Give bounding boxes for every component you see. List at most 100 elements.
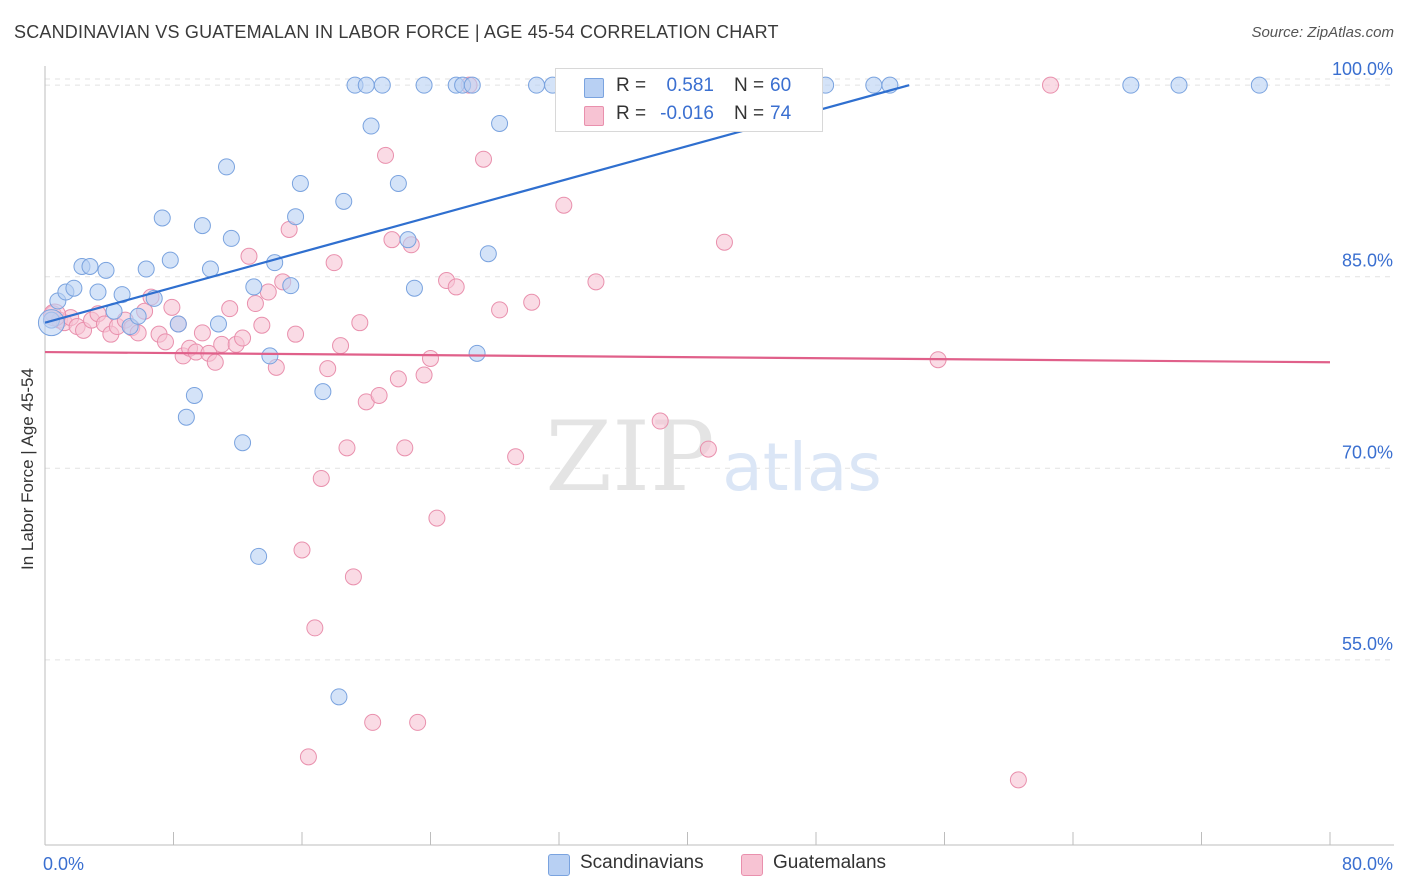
guatemalans-point <box>377 146 395 164</box>
scandinavians-point <box>405 279 423 297</box>
guatemalans-point <box>1042 76 1060 94</box>
scandinavians-point <box>1122 76 1140 94</box>
scandinavians-legend-label: Scandinavians <box>580 852 704 873</box>
scandinavians-point <box>177 408 195 426</box>
source-credit: Source: ZipAtlas.com <box>1251 24 1394 41</box>
scandinavians-swatch <box>584 78 604 98</box>
guatemalans-point <box>319 360 337 378</box>
guatemalans-point <box>415 366 433 384</box>
scandinavians-n-value: 60 <box>770 75 792 96</box>
y-tick-label: 85.0% <box>1342 251 1393 271</box>
guatemalans-point <box>428 509 446 527</box>
guatemalans-point <box>287 325 305 343</box>
y-tick-label: 100.0% <box>1332 59 1393 79</box>
guatemalans-point <box>338 439 356 457</box>
guatemalans-point <box>389 370 407 388</box>
scandinavians-point <box>335 192 353 210</box>
scandinavians-point <box>389 174 407 192</box>
r-label: R = <box>616 75 647 96</box>
guatemalans-point <box>555 196 573 214</box>
scandinavians-point <box>330 688 348 706</box>
guatemalans-point <box>447 278 465 296</box>
scandinavians-point <box>169 315 187 333</box>
n-label: N = <box>734 103 765 124</box>
scandinavians-point <box>528 76 546 94</box>
guatemalans-point <box>523 293 541 311</box>
guatemalans-point <box>299 748 317 766</box>
guatemalans-point <box>156 333 174 351</box>
guatemalans-point <box>325 254 343 272</box>
scandinavians-point <box>218 158 236 176</box>
chart-title: SCANDINAVIAN VS GUATEMALAN IN LABOR FORC… <box>14 22 779 42</box>
scandinavians-point <box>261 347 279 365</box>
scandinavians-point <box>415 76 433 94</box>
scandinavians-point <box>250 547 268 565</box>
guatemalans-r-value: -0.016 <box>660 103 714 124</box>
scandinavians-point <box>222 229 240 247</box>
guatemalans-point <box>246 295 264 313</box>
guatemalans-trend-line <box>44 350 1331 364</box>
guatemalans-point <box>206 353 224 371</box>
guatemalans-point <box>507 448 525 466</box>
scandinavians-point <box>37 309 65 337</box>
scandinavians-point <box>81 257 99 275</box>
guatemalans-point <box>699 440 717 458</box>
guatemalans-point <box>364 713 382 731</box>
guatemalans-point <box>396 439 414 457</box>
stats-row-scandinavians: R = 0.581 N = 60 <box>556 73 822 101</box>
guatemalans-point <box>587 273 605 291</box>
n-label: N = <box>734 75 765 96</box>
y-tick-labels: 55.0% 70.0% 85.0% 100.0% <box>1332 59 1393 654</box>
scandinavians-point <box>287 208 305 226</box>
guatemalans-point <box>240 247 258 265</box>
scandinavians-point <box>234 434 252 452</box>
guatemalans-point <box>651 412 669 430</box>
watermark-atlas: atlas <box>722 429 882 506</box>
y-axis-label: In Labor Force | Age 45-54 <box>18 368 37 570</box>
stats-row-guatemalans: R = -0.016 N = 74 <box>556 101 822 129</box>
scandinavians-point <box>245 278 263 296</box>
scandinavians-r-value: 0.581 <box>666 75 714 96</box>
guatemalans-point <box>409 713 427 731</box>
scandinavians-point <box>373 76 391 94</box>
guatemalans-point <box>312 469 330 487</box>
guatemalans-point <box>715 233 733 251</box>
scandinavians-legend-swatch <box>548 854 570 876</box>
scandinavians-point <box>491 114 509 132</box>
scandinavians-point <box>865 76 883 94</box>
guatemalans-point <box>234 329 252 347</box>
guatemalans-point <box>475 150 493 168</box>
scandinavians-point <box>137 260 155 278</box>
guatemalans-point <box>193 324 211 342</box>
watermark-zip: ZIP <box>545 401 714 513</box>
y-tick-label: 70.0% <box>1342 442 1393 462</box>
guatemalans-point <box>1009 771 1027 789</box>
guatemalans-n-value: 74 <box>770 103 792 124</box>
scandinavians-point <box>463 76 481 94</box>
guatemalans-point <box>259 283 277 301</box>
guatemalans-point <box>332 337 350 355</box>
scandinavians-point <box>193 217 211 235</box>
scandinavians-point <box>89 283 107 301</box>
guatemalans-point <box>344 568 362 586</box>
scandinavians-point <box>65 279 83 297</box>
x-tick-label-max: 80.0% <box>1342 854 1393 874</box>
guatemalans-point <box>221 300 239 318</box>
guatemalans-point <box>253 316 271 334</box>
scandinavians-point <box>129 307 147 325</box>
guatemalans-point <box>383 231 401 249</box>
guatemalans-point <box>306 619 324 637</box>
guatemalans-point <box>370 386 388 404</box>
guatemalans-swatch <box>584 106 604 126</box>
scandinavians-point <box>153 209 171 227</box>
guatemalans-point <box>351 314 369 332</box>
scandinavians-point <box>468 344 486 362</box>
guatemalans-legend-label: Guatemalans <box>773 852 887 873</box>
scandinavians-point <box>161 251 179 269</box>
guatemalans-legend-swatch <box>741 854 763 876</box>
guatemalans-point <box>163 298 181 316</box>
guatemalans-point <box>422 349 439 367</box>
scandinavians-point <box>357 76 375 94</box>
scandinavians-point <box>97 261 115 279</box>
